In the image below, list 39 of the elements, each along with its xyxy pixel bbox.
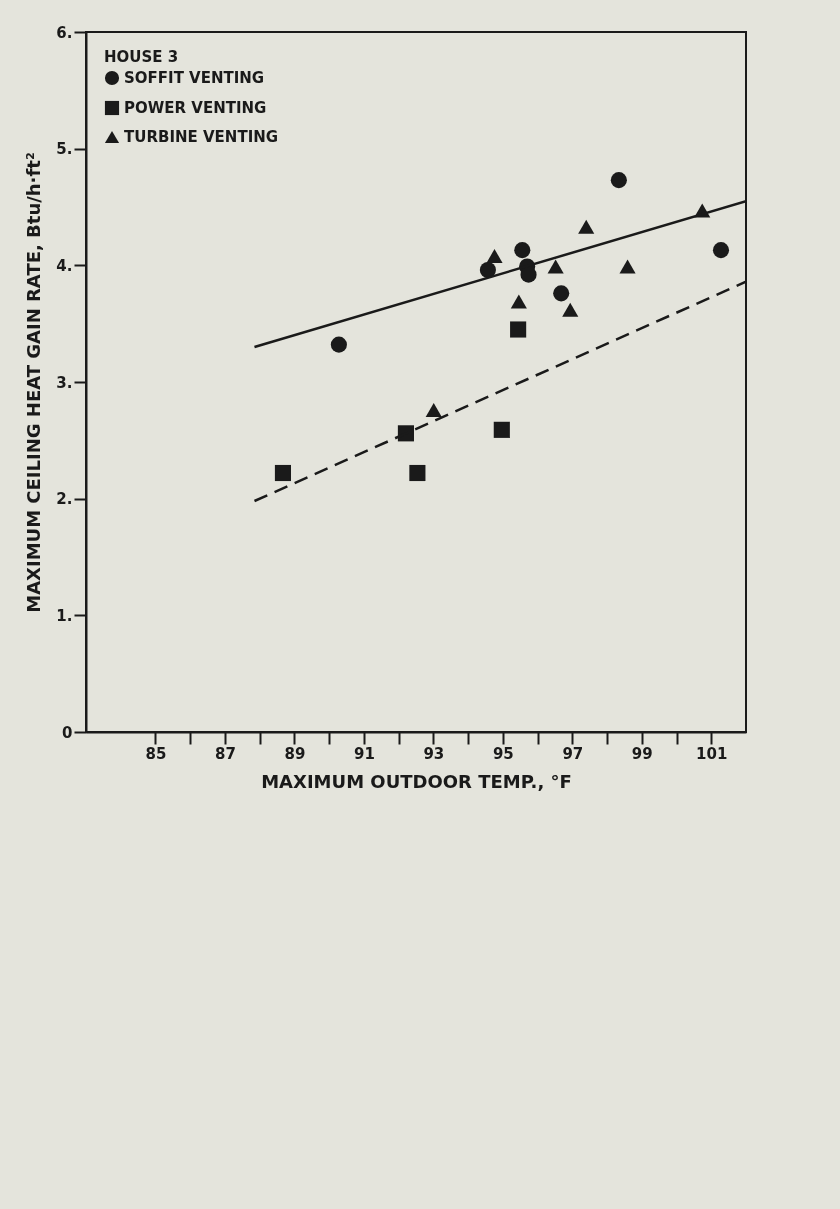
- point: [479, 261, 496, 279]
- point: [712, 242, 730, 259]
- x-tick-label: 95: [492, 744, 514, 763]
- point: [409, 464, 426, 482]
- x-tick-label: 91: [353, 744, 375, 763]
- x-tick-label: 87: [215, 744, 236, 763]
- y-tick-label: 0: [62, 723, 73, 742]
- y-tick-label: 4.: [56, 256, 73, 275]
- point: [514, 242, 531, 259]
- x-tick-label: 97: [562, 744, 584, 763]
- point: [547, 259, 564, 274]
- point: [610, 172, 627, 189]
- y-tick-label: 3.: [56, 373, 73, 392]
- y-tick-label: 5.: [56, 140, 73, 159]
- point: [493, 421, 510, 438]
- legend-label: TURBINE VENTING: [124, 128, 279, 146]
- x-tick-label: 89: [284, 744, 306, 763]
- legend-title: HOUSE 3: [104, 48, 179, 66]
- y-tick-label: 2.: [56, 490, 73, 509]
- x-axis-title: MAXIMUM OUTDOOR TEMP., °F: [261, 770, 572, 792]
- point: [578, 219, 595, 234]
- point: [486, 249, 503, 263]
- x-tick-label: 93: [423, 744, 445, 763]
- point: [425, 403, 442, 417]
- point: [562, 302, 579, 317]
- x-tick-label: 101: [696, 744, 728, 763]
- y-tick-label: 1.: [56, 606, 73, 625]
- point: [510, 321, 527, 338]
- point: [510, 294, 527, 309]
- legend-label: POWER VENTING: [124, 99, 267, 117]
- y-axis-title: MAXIMUM CEILING HEAT GAIN RATE, Btu/h·ft²: [23, 152, 45, 613]
- x-tick-label: 85: [145, 744, 167, 763]
- point: [619, 259, 636, 274]
- x-tick-label: 99: [631, 744, 653, 763]
- y-tick-label: 6.: [56, 23, 73, 42]
- legend-label: SOFFIT VENTING: [124, 69, 265, 87]
- point: [274, 464, 292, 482]
- point: [330, 336, 347, 353]
- point: [553, 285, 570, 302]
